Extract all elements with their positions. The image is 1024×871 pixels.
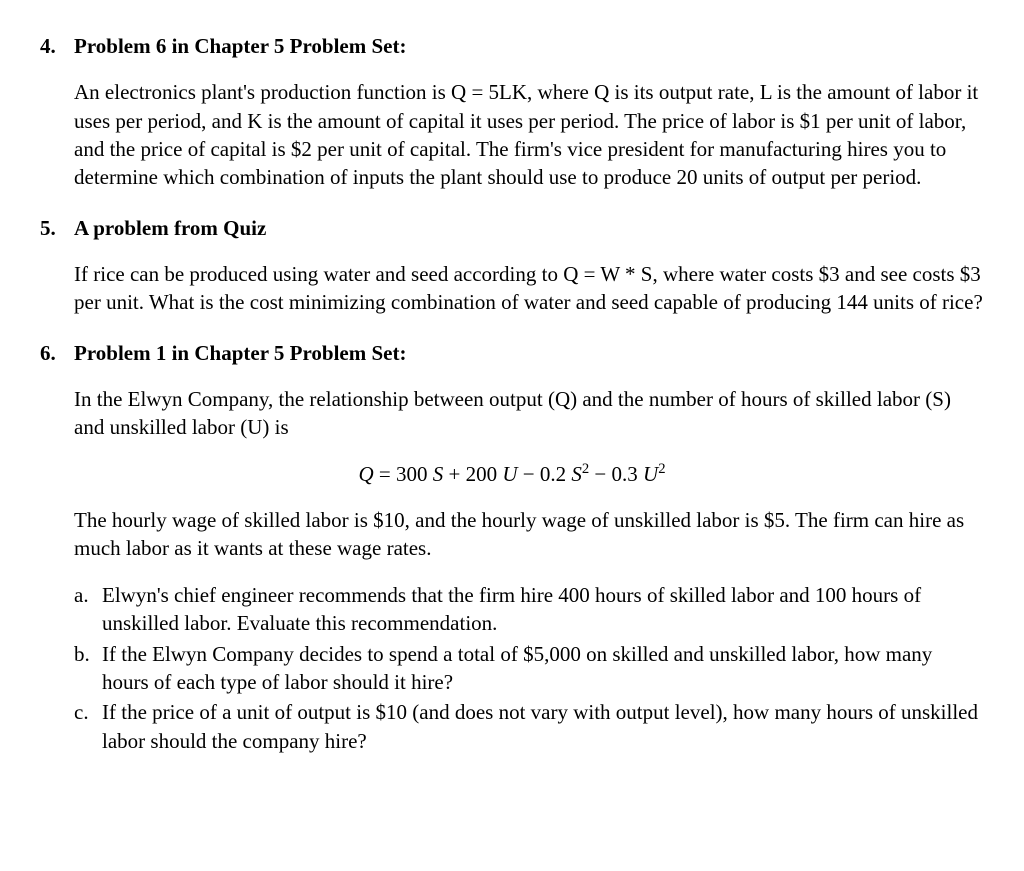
eq-minus2: −: [594, 462, 611, 486]
eq-S2: S2: [571, 462, 589, 486]
subpart-a-text: Elwyn's chief engineer recommends that t…: [102, 581, 984, 638]
eq-Q: Q: [358, 462, 373, 486]
eq-300: 300: [396, 462, 428, 486]
problem-5-heading: 5. A problem from Quiz: [40, 214, 984, 242]
problem-6-after-eq: The hourly wage of skilled labor is $10,…: [74, 506, 984, 563]
eq-equals: =: [379, 462, 396, 486]
eq-02: 0.2: [540, 462, 566, 486]
eq-U2: U2: [643, 462, 666, 486]
problem-6-intro: In the Elwyn Company, the relationship b…: [74, 385, 984, 442]
subpart-c: c. If the price of a unit of output is $…: [74, 698, 984, 755]
subpart-b: b. If the Elwyn Company decides to spend…: [74, 640, 984, 697]
problem-5-title: A problem from Quiz: [74, 214, 266, 242]
eq-03: 0.3: [612, 462, 638, 486]
eq-S: S: [433, 462, 444, 486]
problem-4-title: Problem 6 in Chapter 5 Problem Set:: [74, 32, 406, 60]
problem-4-body: An electronics plant's production functi…: [74, 78, 984, 191]
eq-U: U: [502, 462, 517, 486]
eq-minus1: −: [523, 462, 540, 486]
subpart-b-letter: b.: [74, 640, 102, 697]
problem-4: 4. Problem 6 in Chapter 5 Problem Set: A…: [40, 32, 984, 192]
problem-6-number: 6.: [40, 339, 74, 367]
subpart-c-letter: c.: [74, 698, 102, 755]
problem-6-title: Problem 1 in Chapter 5 Problem Set:: [74, 339, 406, 367]
problem-6-equation: Q = 300 S + 200 U − 0.2 S2 − 0.3 U2: [40, 460, 984, 488]
problem-5-body: If rice can be produced using water and …: [74, 260, 984, 317]
subpart-a-letter: a.: [74, 581, 102, 638]
problem-6-subparts: a. Elwyn's chief engineer recommends tha…: [74, 581, 984, 755]
subpart-c-text: If the price of a unit of output is $10 …: [102, 698, 984, 755]
problem-4-heading: 4. Problem 6 in Chapter 5 Problem Set:: [40, 32, 984, 60]
subpart-b-text: If the Elwyn Company decides to spend a …: [102, 640, 984, 697]
problem-6: 6. Problem 1 in Chapter 5 Problem Set: I…: [40, 339, 984, 755]
problem-6-heading: 6. Problem 1 in Chapter 5 Problem Set:: [40, 339, 984, 367]
eq-200: 200: [466, 462, 498, 486]
problem-4-number: 4.: [40, 32, 74, 60]
problem-5: 5. A problem from Quiz If rice can be pr…: [40, 214, 984, 317]
problem-5-number: 5.: [40, 214, 74, 242]
subpart-a: a. Elwyn's chief engineer recommends tha…: [74, 581, 984, 638]
eq-plus: +: [448, 462, 465, 486]
